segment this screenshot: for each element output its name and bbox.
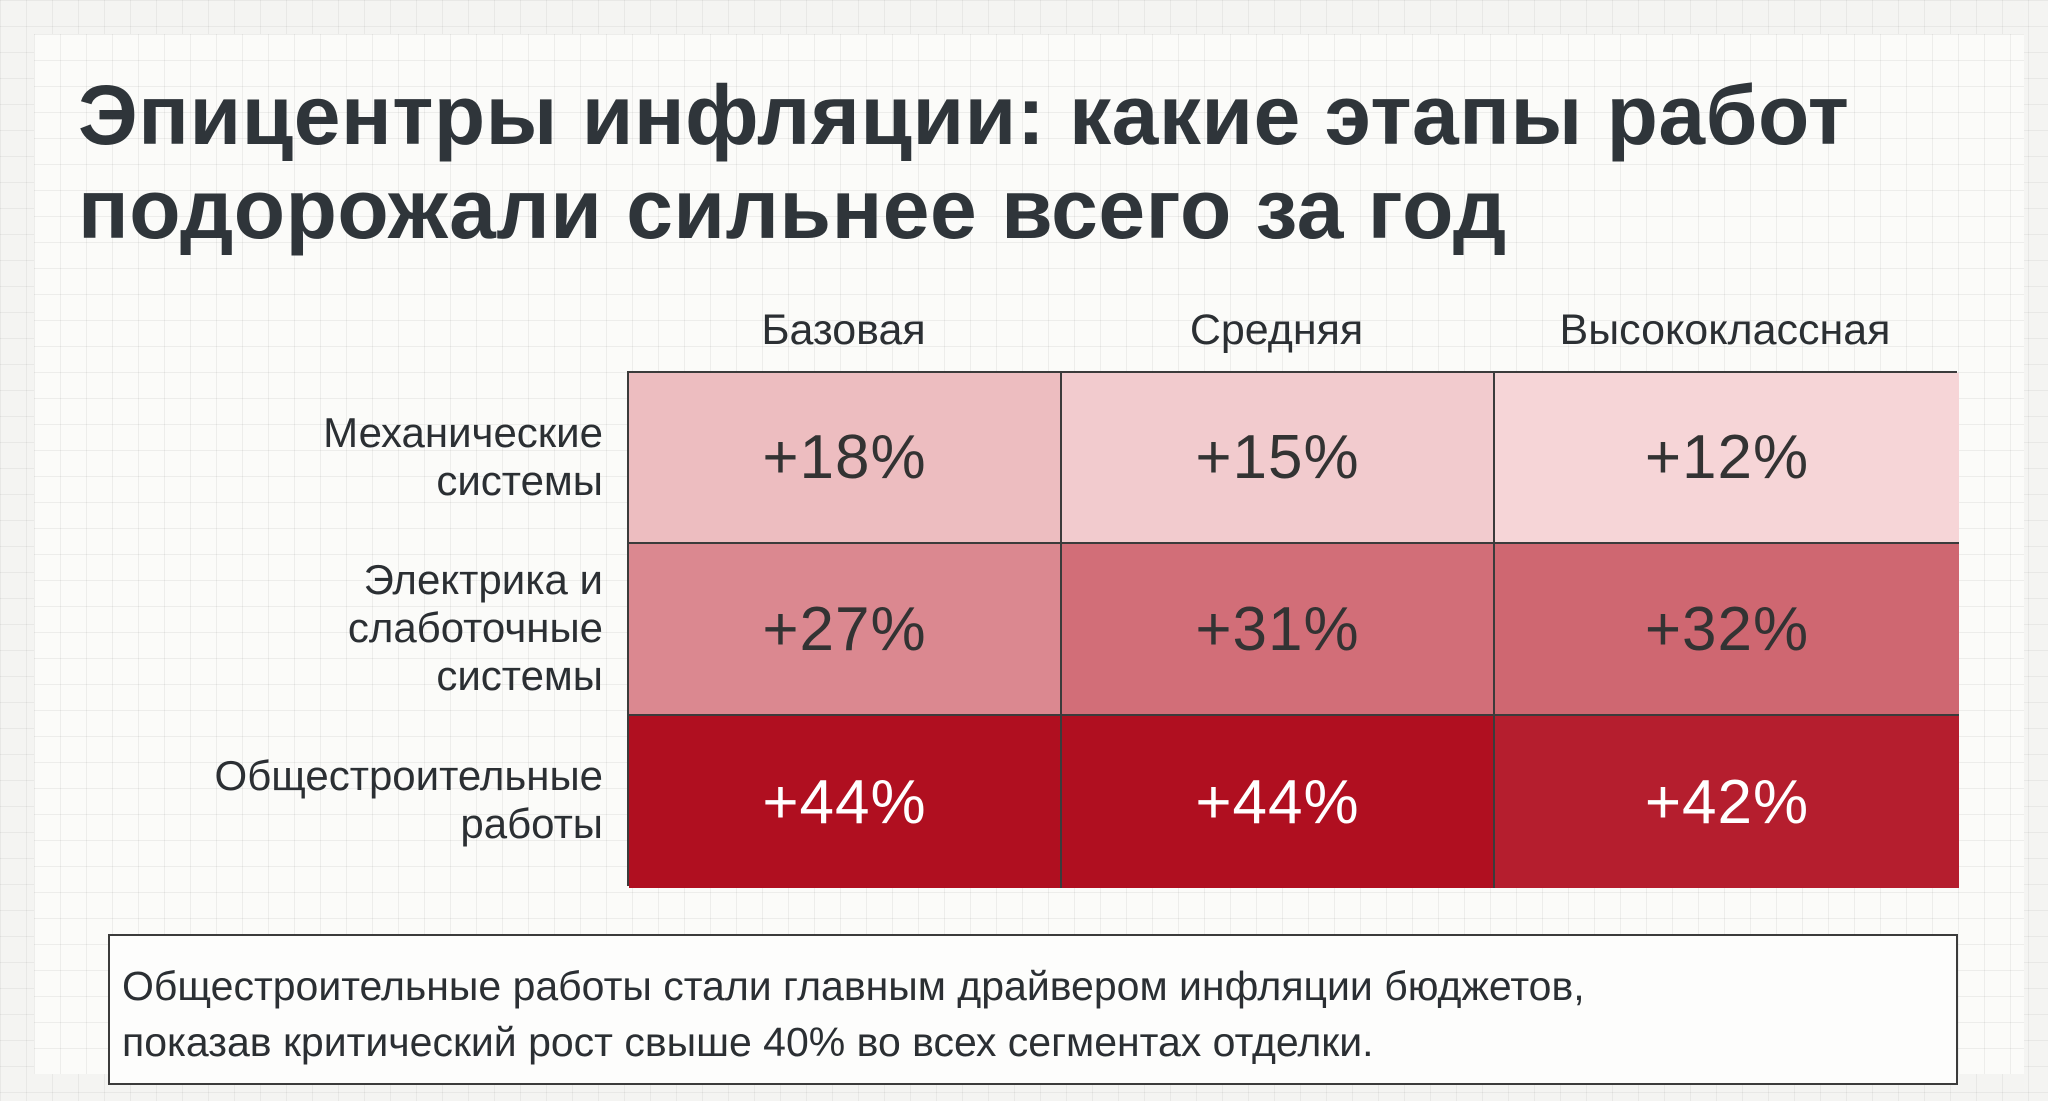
page-title: Эпицентры инфляции: какие этапы работ по… bbox=[78, 68, 1850, 256]
row-label: Механические системы bbox=[130, 371, 603, 542]
heatmap-grid: +18% +15% +12% +27% +31% +32% +44% +44% +42% bbox=[627, 371, 1959, 888]
heatmap-cell: +42% bbox=[1495, 716, 1959, 888]
row-label-line: Электрика и bbox=[363, 556, 603, 603]
column-header: Средняя bbox=[1189, 306, 1364, 354]
heatmap-cell-value: +12% bbox=[1644, 423, 1810, 492]
row-label: Общестроительные работы bbox=[130, 714, 603, 886]
summary-note-line-2: показав критический рост свыше 40% во вс… bbox=[122, 1019, 1374, 1065]
summary-note: Общестроительные работы стали главным др… bbox=[108, 934, 1958, 1085]
heatmap-cell: +27% bbox=[629, 544, 1062, 716]
summary-note-line-1: Общестроительные работы стали главным др… bbox=[122, 963, 1585, 1009]
row-label-line: Механические bbox=[323, 408, 603, 456]
heatmap-cell: +31% bbox=[1062, 544, 1495, 716]
column-header: Базовая bbox=[761, 306, 926, 354]
heatmap-cell-value: +15% bbox=[1195, 423, 1360, 492]
row-label-line: работы bbox=[460, 800, 603, 847]
heatmap-cell: +18% bbox=[629, 373, 1062, 544]
heatmap-cell-value: +42% bbox=[1644, 767, 1810, 837]
row-label-line: Общестроительные bbox=[214, 752, 603, 799]
heatmap-cell-value: +31% bbox=[1195, 594, 1360, 664]
heatmap-cell-value: +18% bbox=[762, 423, 927, 492]
row-label: Электрика и слаботочные системы bbox=[130, 542, 603, 714]
row-label-line: системы bbox=[436, 456, 603, 504]
heatmap-cell-value: +44% bbox=[1195, 767, 1360, 837]
heatmap-cell-value: +27% bbox=[762, 594, 927, 664]
row-label-line: системы bbox=[436, 652, 603, 699]
heatmap-cell: +15% bbox=[1062, 373, 1495, 544]
column-header: Высококлассная bbox=[1559, 306, 1891, 354]
row-label-line: слаботочные bbox=[347, 604, 603, 651]
heatmap-cell: +32% bbox=[1495, 544, 1959, 716]
heatmap-cell: +12% bbox=[1495, 373, 1959, 544]
heatmap-cell-value: +32% bbox=[1644, 594, 1810, 664]
heatmap-cell: +44% bbox=[629, 716, 1062, 888]
heatmap-cell-value: +44% bbox=[762, 767, 927, 837]
heatmap-cell: +44% bbox=[1062, 716, 1495, 888]
